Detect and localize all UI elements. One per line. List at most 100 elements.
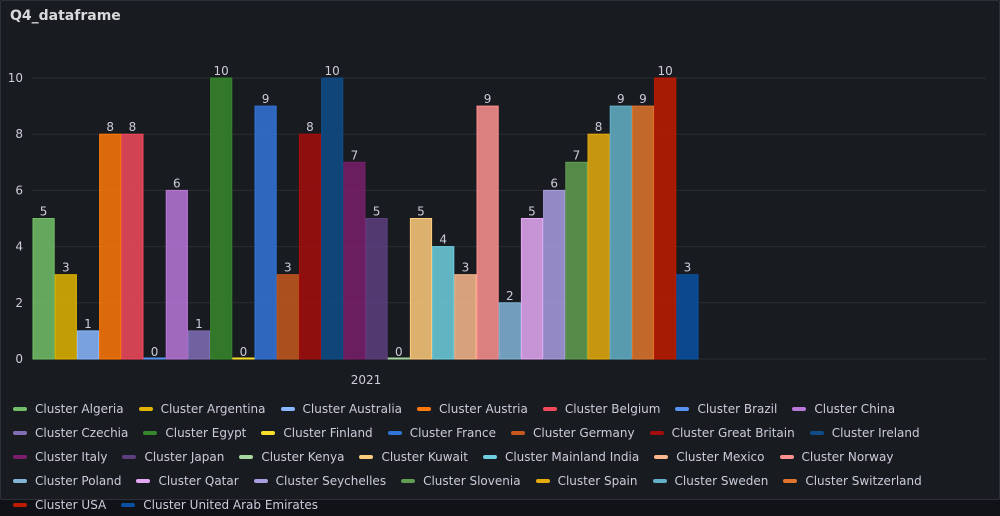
legend-item[interactable]: Cluster Czechia: [13, 421, 128, 444]
legend-item[interactable]: Cluster Kuwait: [359, 445, 468, 468]
data-label: 5: [373, 205, 381, 219]
legend-item[interactable]: Cluster France: [387, 421, 496, 444]
data-label: 8: [129, 120, 137, 134]
bar: [387, 357, 410, 360]
data-label: 5: [528, 205, 536, 219]
legend-swatch: [143, 430, 158, 435]
data-label: 10: [658, 64, 673, 78]
legend-swatch: [783, 478, 798, 483]
bar: [210, 77, 233, 360]
bar: [409, 218, 433, 360]
legend-item[interactable]: Cluster Belgium: [542, 397, 660, 420]
bar: [565, 161, 588, 360]
legend-swatch: [779, 454, 794, 459]
legend-item[interactable]: Cluster Spain: [535, 469, 638, 492]
bar: [343, 161, 366, 360]
legend-item[interactable]: Cluster USA: [13, 493, 106, 516]
bar: [232, 357, 255, 360]
legend-label: Cluster Slovenia: [423, 473, 521, 488]
data-label: 7: [573, 148, 581, 162]
legend-swatch: [261, 430, 276, 435]
y-tick-label: 6: [15, 183, 23, 197]
bar: [254, 105, 277, 360]
x-tick-label: 2021: [351, 373, 382, 387]
legend-label: Cluster Egypt: [165, 425, 247, 440]
legend-swatch: [138, 406, 153, 411]
data-label: 9: [484, 92, 492, 106]
bar: [543, 189, 566, 360]
legend-item[interactable]: Cluster Ireland: [809, 421, 920, 444]
legend-label: Cluster Seychelles: [275, 473, 387, 488]
bar: [187, 330, 211, 360]
data-label: 0: [240, 345, 248, 359]
legend-item[interactable]: Cluster Sweden: [652, 469, 769, 492]
legend-item[interactable]: Cluster Egypt: [143, 421, 246, 444]
bar: [365, 218, 388, 360]
legend-item[interactable]: Cluster Poland: [13, 469, 121, 492]
legend-label: Cluster Spain: [557, 473, 638, 488]
legend-item[interactable]: Cluster Mainland India: [482, 445, 639, 468]
legend-item[interactable]: Cluster Mexico: [654, 445, 765, 468]
legend-label: Cluster China: [814, 401, 896, 416]
legend-label: Cluster Algeria: [35, 401, 124, 416]
legend-item[interactable]: Cluster Algeria: [13, 397, 124, 420]
y-tick-label: 8: [15, 127, 23, 141]
bar: [298, 133, 322, 360]
data-label: 3: [62, 261, 70, 275]
legend-item[interactable]: Cluster Austria: [417, 397, 528, 420]
bar: [454, 274, 477, 360]
data-label: 9: [639, 92, 647, 106]
legend-item[interactable]: Cluster Kenya: [239, 445, 344, 468]
legend-item[interactable]: Cluster Switzerland: [783, 469, 922, 492]
bar: [587, 133, 610, 360]
legend-label: Cluster Sweden: [674, 473, 769, 488]
data-label: 6: [550, 176, 558, 190]
y-tick-label: 2: [15, 296, 23, 310]
legend-swatch: [511, 430, 525, 435]
legend-item[interactable]: Cluster Brazil: [675, 397, 777, 420]
data-label: 9: [617, 92, 625, 106]
bar: [321, 77, 344, 360]
bar: [498, 302, 521, 360]
legend-swatch: [809, 430, 824, 435]
legend-label: Cluster Brazil: [697, 401, 778, 416]
bar: [432, 246, 455, 360]
legend-item[interactable]: Cluster United Arab Emirates: [121, 493, 318, 516]
legend-label: Cluster Mexico: [676, 449, 765, 464]
legend-label: Cluster France: [409, 425, 496, 440]
bar: [609, 105, 632, 360]
legend-swatch: [13, 406, 27, 411]
legend-item[interactable]: Cluster Slovenia: [401, 469, 521, 492]
legend-item[interactable]: Cluster Germany: [511, 421, 635, 444]
legend-item[interactable]: Cluster Japan: [122, 445, 224, 468]
legend-swatch: [482, 454, 497, 459]
bar: [99, 133, 122, 360]
data-label: 0: [395, 345, 403, 359]
legend-label: Cluster Kenya: [261, 449, 345, 464]
legend-item[interactable]: Cluster Great Britain: [649, 421, 795, 444]
legend-item[interactable]: Cluster Norway: [779, 445, 893, 468]
legend-item[interactable]: Cluster China: [792, 397, 895, 420]
chart-legend: Cluster Algeria Cluster Argentina Cluster …: [13, 397, 993, 516]
y-tick-label: 4: [15, 240, 23, 254]
legend-item[interactable]: Cluster Qatar: [136, 469, 239, 492]
legend-label: Cluster Kuwait: [381, 449, 468, 464]
data-label: 7: [351, 148, 359, 162]
bar: [121, 133, 144, 360]
legend-swatch: [417, 406, 432, 411]
legend-swatch: [253, 478, 268, 483]
legend-swatch: [542, 406, 557, 411]
legend-item[interactable]: Cluster Italy: [13, 445, 107, 468]
legend-item[interactable]: Cluster Argentina: [138, 397, 266, 420]
data-label: 4: [439, 233, 447, 247]
legend-label: Cluster Germany: [533, 425, 635, 440]
legend-swatch: [649, 430, 664, 435]
legend-swatch: [121, 502, 136, 507]
legend-item[interactable]: Cluster Finland: [261, 421, 373, 444]
legend-item[interactable]: Cluster Seychelles: [253, 469, 387, 492]
data-label: 3: [684, 261, 692, 275]
legend-item[interactable]: Cluster Australia: [280, 397, 402, 420]
legend-label: Cluster Ireland: [831, 425, 920, 440]
legend-swatch: [13, 502, 27, 507]
legend-swatch: [535, 478, 550, 483]
